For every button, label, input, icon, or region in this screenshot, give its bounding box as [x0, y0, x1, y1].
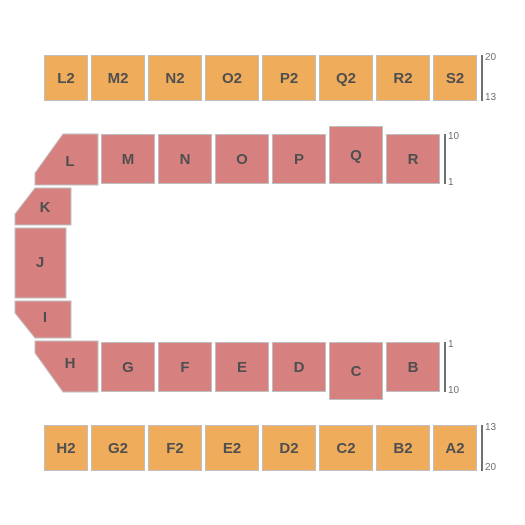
section-label-H: H — [65, 355, 76, 372]
section-R[interactable]: R — [386, 134, 440, 184]
section-F[interactable]: F — [158, 342, 212, 392]
section-D[interactable]: D — [272, 342, 326, 392]
section-O[interactable]: O — [215, 134, 269, 184]
section-label-L: L — [65, 153, 74, 170]
section-Q[interactable]: Q — [329, 126, 383, 184]
inner-svg: L K J I H — [0, 0, 525, 525]
row-tick — [444, 134, 446, 184]
row-tick — [444, 342, 446, 392]
section-label-I: I — [43, 309, 47, 326]
seating-chart: L2M2N2O2P2Q2R2S22013H2G2F2E2D2C2B2A21320… — [0, 0, 525, 525]
row-label: 1 — [448, 178, 454, 188]
row-label: 10 — [448, 386, 459, 396]
section-P[interactable]: P — [272, 134, 326, 184]
section-B[interactable]: B — [386, 342, 440, 392]
section-label-K: K — [40, 199, 51, 216]
section-C[interactable]: C — [329, 342, 383, 400]
section-N[interactable]: N — [158, 134, 212, 184]
section-M[interactable]: M — [101, 134, 155, 184]
section-label-J: J — [36, 254, 44, 271]
row-label: 1 — [448, 340, 454, 350]
section-G[interactable]: G — [101, 342, 155, 392]
section-E[interactable]: E — [215, 342, 269, 392]
row-label: 10 — [448, 132, 459, 142]
